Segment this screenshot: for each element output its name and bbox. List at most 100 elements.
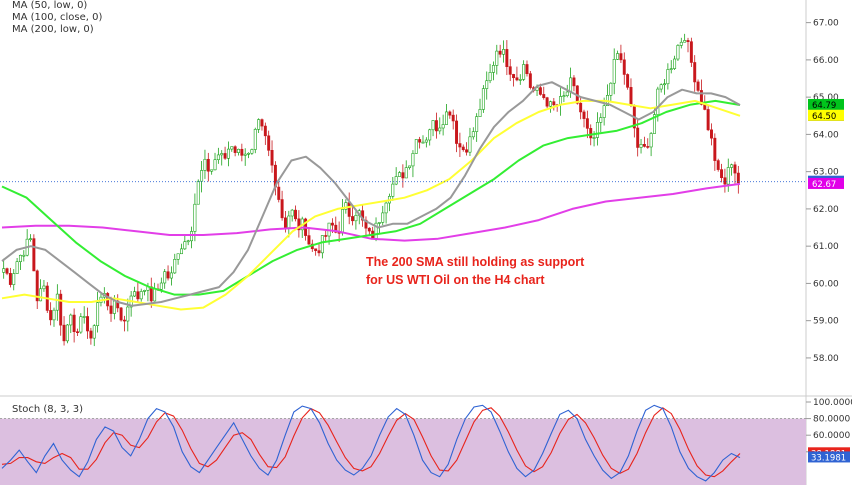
candle-body: [2, 268, 6, 273]
candle-body: [263, 125, 267, 137]
candle-body: [441, 124, 445, 129]
candle-body: [203, 158, 207, 171]
candle-body: [119, 307, 123, 321]
candle-body: [592, 137, 596, 139]
candle-body: [122, 319, 126, 322]
candle-body: [428, 129, 432, 141]
candle-body: [569, 77, 573, 93]
price-tick-label: 61.00: [813, 242, 839, 252]
candle-body: [92, 325, 96, 339]
candle-body: [394, 176, 398, 185]
candle-body: [696, 81, 700, 91]
candle-body: [545, 97, 549, 107]
candle-body: [283, 217, 287, 228]
candle-body: [190, 231, 194, 242]
candle-body: [79, 316, 83, 333]
candle-body: [431, 120, 435, 131]
candle-body: [206, 158, 210, 172]
candle-body: [196, 180, 200, 205]
candle-body: [270, 150, 274, 166]
candle-body: [421, 141, 425, 144]
price-tick-label: 65.00: [813, 93, 839, 103]
candle-body: [528, 73, 532, 88]
candle-body: [69, 314, 73, 326]
candle-body: [260, 119, 264, 127]
candle-body: [475, 116, 479, 132]
candle-body: [109, 305, 113, 314]
candle-body: [562, 95, 566, 98]
candle-body: [153, 288, 157, 302]
candle-body: [730, 164, 734, 168]
candle-body: [495, 50, 499, 66]
candle-body: [76, 331, 79, 333]
candle-body: [542, 94, 546, 98]
candle-body: [589, 128, 593, 139]
candle-body: [572, 77, 576, 87]
candle-body: [32, 238, 36, 272]
candle-body: [512, 74, 516, 79]
candle-body: [455, 120, 459, 144]
candle-body: [636, 127, 640, 148]
stochastic-legend: Stoch (8, 3, 3): [12, 404, 83, 415]
candle-body: [133, 291, 136, 297]
candle-body: [163, 271, 167, 284]
candle-body: [216, 154, 220, 161]
candle-body: [629, 87, 633, 106]
candle-body: [290, 209, 294, 217]
candle-body: [713, 137, 717, 161]
candle-body: [515, 77, 519, 81]
candle-body: [716, 160, 720, 170]
stoch-badge-label: 33.1981: [811, 453, 846, 463]
candle-body: [166, 271, 170, 279]
candle-body: [183, 241, 187, 250]
candle-body: [418, 139, 422, 143]
candle-body: [710, 129, 713, 139]
candle-body: [351, 216, 355, 222]
candle-body: [488, 72, 492, 82]
candle-body: [179, 248, 183, 255]
candle-body: [226, 148, 230, 159]
candle-body: [736, 172, 740, 184]
candle-body: [193, 203, 197, 232]
candle-body: [354, 215, 358, 222]
candle-body: [384, 202, 388, 214]
candle-body: [659, 84, 663, 90]
candle-body: [22, 254, 26, 257]
candle-body: [307, 235, 311, 245]
stochastic-band: [0, 418, 806, 485]
candle-body: [347, 202, 351, 217]
price-badge-label: 62.67: [812, 180, 836, 190]
candle-body: [15, 261, 19, 274]
candle-body: [448, 111, 452, 116]
price-tick-label: 60.00: [813, 279, 839, 289]
candle-body: [656, 88, 660, 115]
candle-body: [240, 148, 244, 156]
candle-body: [8, 273, 12, 285]
candle-body: [297, 218, 301, 231]
candle-body: [626, 74, 630, 88]
candle-body: [55, 293, 59, 311]
candle-body: [377, 222, 381, 224]
candle-body: [673, 58, 677, 69]
candle-body: [461, 146, 465, 151]
candle-body: [646, 146, 650, 148]
price-panel: MA (50, low, 0) MA (100, close, 0) MA (2…: [0, 0, 806, 347]
candle-body: [683, 40, 687, 43]
candle-body: [579, 102, 583, 113]
candle-body: [5, 268, 9, 274]
candle-body: [89, 330, 93, 339]
candle-body: [525, 64, 529, 74]
candle-body: [344, 202, 348, 210]
candle-body: [294, 209, 297, 220]
candle-body: [186, 240, 190, 243]
candle-body: [565, 91, 569, 97]
candle-body: [458, 143, 462, 148]
candle-body: [585, 118, 589, 129]
candle-body: [686, 40, 690, 42]
candle-body: [169, 272, 173, 279]
candle-body: [465, 149, 469, 153]
candle-body: [250, 149, 254, 154]
candle-body: [267, 135, 271, 151]
chart-annotation: The 200 SMA still holding as support for…: [366, 255, 585, 287]
